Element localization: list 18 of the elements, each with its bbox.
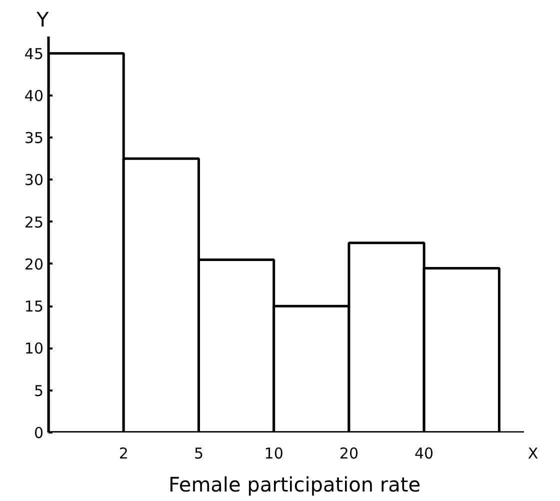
y-tick-label: 35 — [24, 129, 44, 148]
text: 40 — [414, 444, 434, 462]
y-tick-label: 5 — [34, 382, 44, 400]
y-tick-label: 30 — [24, 171, 44, 190]
y-tick-label: 25 — [24, 213, 44, 232]
y-tick-label: 15 — [24, 298, 44, 316]
y-axis-title: Y — [36, 8, 50, 32]
y-tick-label: 40 — [24, 86, 44, 105]
y-tick-label: 10 — [24, 340, 44, 358]
y-tick-label: 20 — [24, 255, 44, 274]
text: 20 — [339, 444, 359, 462]
y-tick-label: 45 — [24, 44, 44, 63]
y-tick-label: 0 — [34, 424, 44, 442]
text: 5 — [194, 444, 204, 462]
x-axis-title: Female participation rate — [168, 472, 421, 496]
text: 2 — [118, 444, 128, 462]
text: 10 — [264, 444, 284, 462]
text: X — [528, 444, 538, 462]
